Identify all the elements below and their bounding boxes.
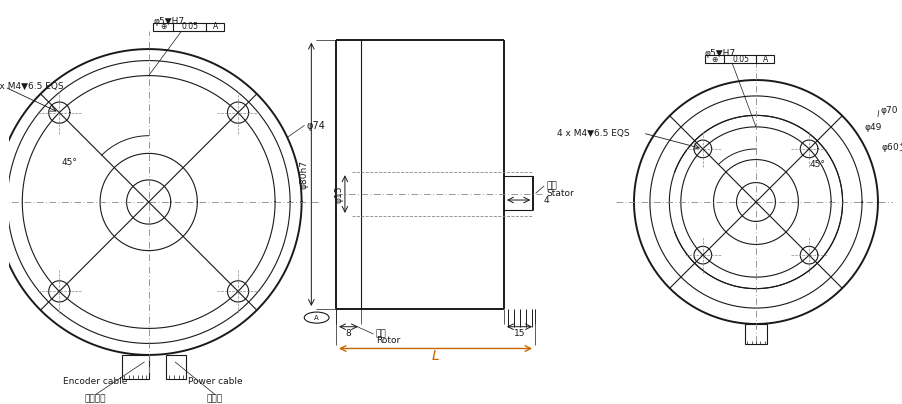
Text: Stator: Stator [547,189,575,198]
Text: 定子: 定子 [547,182,557,191]
Text: 0.05: 0.05 [181,22,198,32]
Text: Rotor: Rotor [376,337,400,345]
Text: 0.05: 0.05 [732,55,749,63]
Text: φ5▼H7: φ5▼H7 [704,49,736,58]
Text: ⊕: ⊕ [160,22,166,32]
Text: 转子: 转子 [376,329,387,338]
Text: A: A [763,55,768,63]
Text: φ5▼H7: φ5▼H7 [153,17,184,26]
Text: A: A [314,315,319,321]
Bar [704,55,774,63]
Text: 15: 15 [514,329,525,338]
Bar [166,355,186,379]
Bar [153,23,224,31]
Text: 4: 4 [544,196,549,204]
Text: 4 x M4▼6.5 EQS: 4 x M4▼6.5 EQS [0,82,64,91]
Text: Encoder cable: Encoder cable [63,377,128,386]
Text: φ74: φ74 [306,120,325,130]
Text: 动力线: 动力线 [207,395,223,404]
Text: φ49: φ49 [865,123,882,132]
Text: A: A [213,22,218,32]
Text: 45°: 45° [61,158,77,167]
Text: 编码器线: 编码器线 [85,395,106,404]
Text: ⊕: ⊕ [711,55,717,63]
Text: φ60$^{+0}_{-0.06}$: φ60$^{+0}_{-0.06}$ [880,140,902,155]
Text: Power cable: Power cable [188,377,243,386]
Text: φ70: φ70 [880,106,898,115]
Bar [745,324,767,344]
Text: φ15: φ15 [335,185,344,203]
Bar [122,355,149,379]
Text: φ80h7: φ80h7 [299,160,308,189]
Text: 4 x M4▼6.5 EQS: 4 x M4▼6.5 EQS [557,128,630,137]
Text: 8: 8 [345,329,352,338]
Text: L: L [432,349,439,364]
Text: 45°: 45° [810,160,825,169]
